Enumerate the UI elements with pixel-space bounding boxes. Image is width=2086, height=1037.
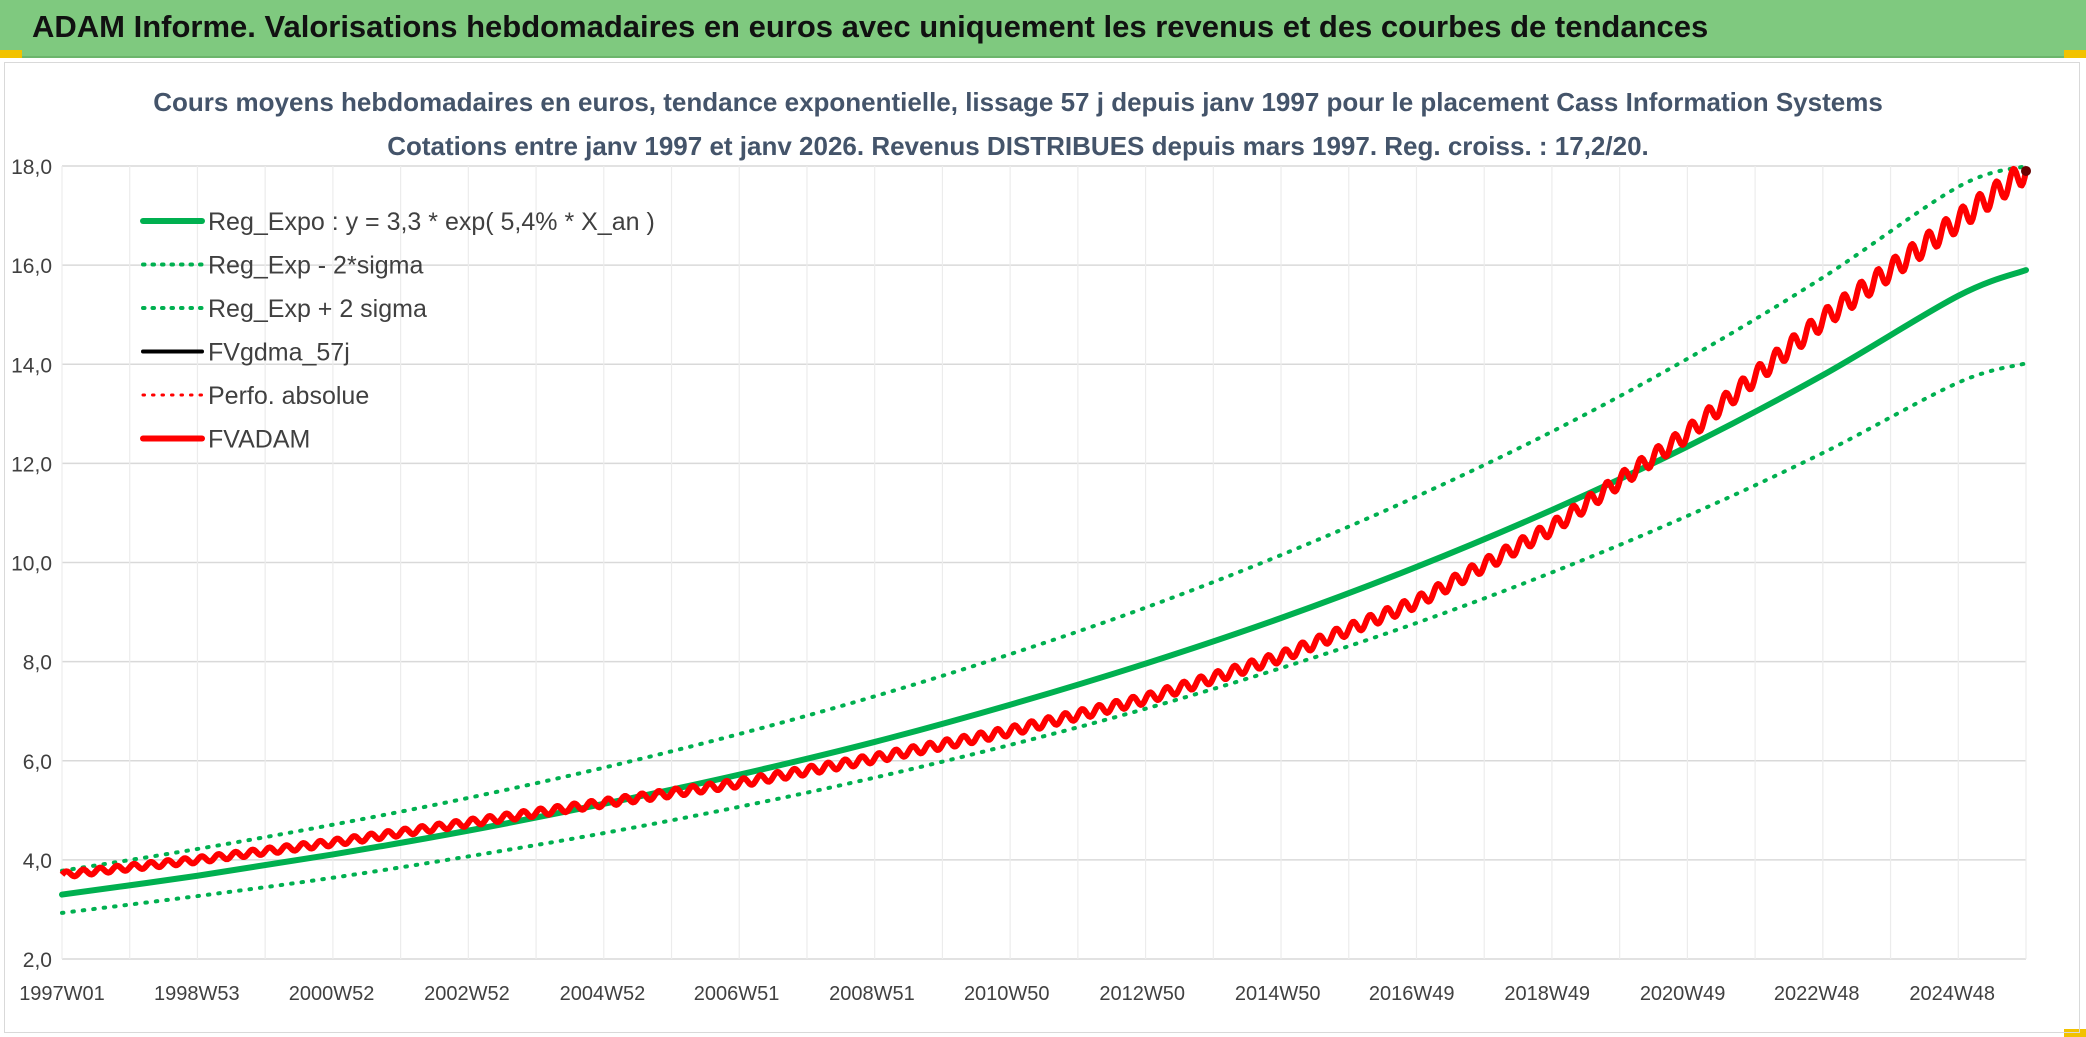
chart-legend: Reg_Expo : y = 3,3 * exp( 5,4% * X_an ) R… <box>140 208 655 454</box>
x-tick-label: 2024W48 <box>1909 983 1995 1005</box>
legend-label: FVADAM <box>208 426 310 454</box>
chart-subtitle: Cotations entre janv 1997 et janv 2026. … <box>387 131 1649 161</box>
legend-label: Reg_Expo : y = 3,3 * exp( 5,4% * X_an ) <box>208 208 655 236</box>
chart-title: Cours moyens hebdomadaires en euros, ten… <box>153 87 1883 117</box>
x-tick-label: 2016W49 <box>1369 983 1455 1005</box>
x-axis-ticks: 1997W01 1998W53 2000W52 2002W52 2004W52 2006W… <box>19 983 1995 1005</box>
chart-grid <box>61 165 2027 960</box>
y-tick-label: 8,0 <box>23 652 52 675</box>
y-tick-label: 10,0 <box>11 553 52 576</box>
x-tick-label: 2010W50 <box>964 983 1050 1005</box>
series-line-0 <box>59 267 2029 898</box>
title-banner: ADAM Informe. Valorisations hebdomadaire… <box>0 0 2086 58</box>
series-end-marker <box>2021 165 2031 176</box>
y-tick-label: 4,0 <box>23 850 52 873</box>
x-tick-label: 2006W51 <box>694 983 780 1005</box>
y-tick-label: 12,0 <box>11 453 52 476</box>
y-tick-label: 14,0 <box>11 354 52 377</box>
x-tick-label: 2002W52 <box>424 983 510 1005</box>
series-line-fvadam <box>59 165 2029 880</box>
x-tick-label: 2014W50 <box>1235 983 1321 1005</box>
corner-marker-bottom-right <box>2064 1029 2086 1037</box>
y-axis-ticks: 2,0 4,0 6,0 8,0 10,0 12,0 14,0 16,0 18,0 <box>11 156 52 972</box>
legend-label: Reg_Exp - 2*sigma <box>208 252 423 280</box>
corner-marker-top-right <box>2064 50 2086 58</box>
x-tick-label: 1998W53 <box>154 983 240 1005</box>
series-line-2 <box>60 164 2028 873</box>
chart-series <box>59 164 2031 915</box>
x-tick-label: 2018W49 <box>1504 983 1590 1005</box>
series-line-1 <box>60 361 2028 915</box>
legend-label: Reg_Exp + 2 sigma <box>208 295 427 323</box>
y-tick-label: 16,0 <box>11 255 52 278</box>
x-tick-label: 2000W52 <box>289 983 375 1005</box>
x-tick-label: 2020W49 <box>1640 983 1726 1005</box>
x-tick-label: 2012W50 <box>1099 983 1185 1005</box>
x-tick-label: 2022W48 <box>1774 983 1860 1005</box>
legend-label: FVgdma_57j <box>208 339 350 367</box>
x-tick-label: 2004W52 <box>560 983 646 1005</box>
y-tick-label: 18,0 <box>11 156 52 179</box>
banner-title: ADAM Informe. Valorisations hebdomadaire… <box>32 9 1709 44</box>
x-tick-label: 1997W01 <box>19 983 105 1005</box>
legend-label: Perfo. absolue <box>208 382 369 410</box>
y-tick-label: 6,0 <box>23 751 52 774</box>
corner-marker-top-left <box>0 50 22 58</box>
chart-frame <box>4 62 2080 1033</box>
y-tick-label: 2,0 <box>23 949 52 972</box>
x-tick-label: 2008W51 <box>829 983 915 1005</box>
